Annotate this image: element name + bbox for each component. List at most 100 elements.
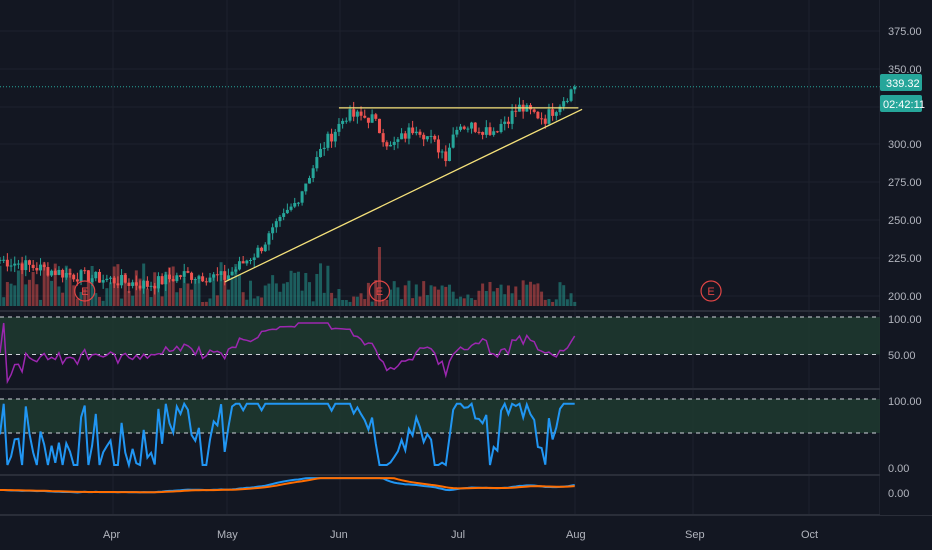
volume-bar (319, 263, 323, 306)
volume-bar (72, 285, 76, 306)
volume-bar (138, 278, 142, 306)
volume-bar (190, 289, 194, 306)
volume-bar (411, 298, 415, 306)
candle-body (83, 270, 87, 272)
earnings-marker[interactable]: E (74, 280, 96, 302)
volume-bar (573, 301, 577, 306)
candle-body (282, 213, 286, 217)
candle-body (307, 178, 311, 184)
candle-body (400, 133, 404, 140)
volume-bar (94, 293, 98, 306)
volume-bar (396, 287, 400, 306)
candle-body (510, 110, 514, 124)
candle-body (57, 269, 61, 275)
candle-body (499, 123, 503, 133)
candle-body (278, 216, 282, 222)
volume-bar (68, 268, 72, 306)
volume-bar (201, 301, 205, 306)
candle-body (46, 267, 50, 276)
support-trendline[interactable] (224, 108, 583, 283)
candle-body (138, 285, 142, 289)
volume-bar (2, 297, 6, 306)
volume-bar (109, 282, 113, 306)
volume-bar (300, 290, 304, 306)
volume-bar (389, 289, 393, 306)
volume-bar (366, 282, 370, 306)
candle-body (407, 127, 411, 139)
stoch-tick: 0.00 (888, 463, 909, 475)
candle-body (197, 276, 201, 280)
volume-bar (83, 288, 87, 306)
candle-body (72, 274, 76, 280)
volume-bar (226, 289, 230, 306)
candle-body (24, 260, 28, 271)
time-label: Sep (685, 529, 705, 541)
candle-body (134, 282, 138, 286)
volume-bar (245, 299, 249, 306)
candle-body (289, 206, 293, 210)
volume-bar (193, 279, 197, 306)
candle-body (392, 141, 396, 145)
candle-body (436, 139, 440, 153)
candle-body (455, 129, 459, 135)
candle-body (285, 209, 289, 214)
volume-bar (488, 281, 492, 306)
candle-body (256, 247, 260, 258)
volume-bar (57, 286, 61, 306)
candle-body (444, 151, 448, 162)
countdown-label: 02:42:11 (883, 99, 925, 111)
candle-body (0, 259, 2, 261)
candle-body (304, 183, 308, 192)
candle-body (315, 157, 319, 169)
volume-bar (256, 296, 260, 306)
candle-body (267, 233, 271, 245)
volume-bar (293, 272, 297, 306)
candle-body (90, 278, 94, 283)
last-price-label-bg (880, 74, 922, 91)
candle-body (212, 274, 216, 278)
candle-body (204, 281, 208, 283)
volume-bar (120, 298, 124, 306)
candle-body (9, 265, 13, 267)
volume-bar (525, 284, 529, 306)
volume-bar (403, 285, 407, 306)
candle-body (112, 277, 116, 284)
candle-body (359, 111, 363, 116)
volume-bar (455, 298, 459, 306)
candle-body (35, 267, 39, 271)
candle-body (39, 264, 43, 271)
volume-bar (551, 301, 555, 306)
candle-body (352, 109, 356, 117)
candle-body (462, 126, 466, 129)
earnings-marker[interactable]: E (368, 280, 391, 302)
rsi-band (0, 317, 880, 355)
volume-bar (363, 299, 367, 306)
volume-bar (105, 288, 109, 306)
candle-body (337, 123, 341, 132)
volume-bar (296, 271, 300, 306)
macd-signal-line (0, 477, 575, 494)
volume-bar (97, 296, 101, 306)
volume-bar (381, 299, 385, 306)
volume-bar (278, 291, 282, 306)
candle-body (271, 227, 275, 234)
time-axis[interactable]: Apr May Jun Jul Aug Sep Oct (0, 516, 932, 550)
price-axis[interactable]: 375.00 350.00 300.00 275.00 250.00 225.0… (880, 0, 932, 515)
volume-bar (5, 282, 9, 306)
candle-body (459, 126, 463, 130)
time-label: Jul (451, 529, 465, 541)
volume-bar (0, 265, 2, 306)
candle-body (237, 261, 241, 270)
volume-bar (182, 277, 186, 306)
candle-body (422, 134, 426, 140)
volume-bar (304, 273, 308, 306)
volume-bar (473, 299, 477, 306)
candle-body (374, 114, 378, 119)
volume-bar (123, 273, 127, 306)
candle-body (53, 270, 57, 275)
candle-body (171, 279, 175, 282)
earnings-marker[interactable]: E (700, 280, 722, 302)
candle-body (293, 203, 297, 207)
